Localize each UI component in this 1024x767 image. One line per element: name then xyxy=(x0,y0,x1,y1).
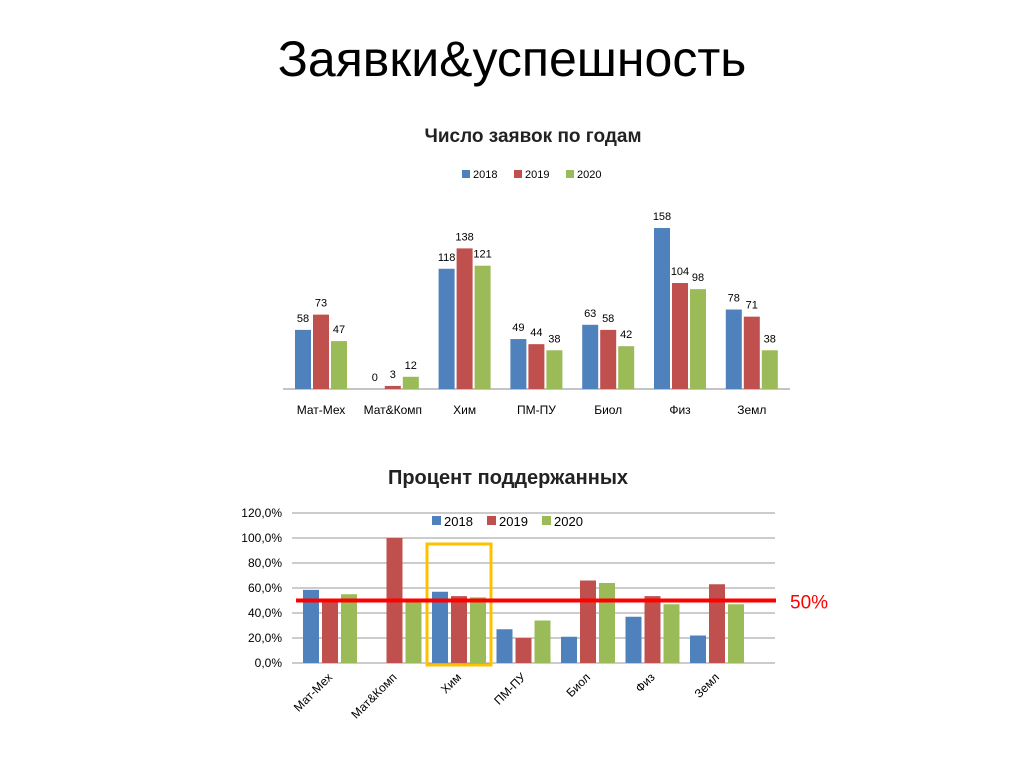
bar-2020 xyxy=(761,350,778,389)
y-tick-label: 120,0% xyxy=(241,506,282,520)
data-label: 47 xyxy=(333,324,345,336)
legend-label-2018: 2018 xyxy=(444,514,473,529)
data-label: 78 xyxy=(728,293,740,305)
bar-2018 xyxy=(432,591,448,663)
bar-2018 xyxy=(496,629,513,663)
category-label: Биол xyxy=(594,403,622,417)
bar-2018 xyxy=(625,616,642,663)
slide-title: Заявки&успешность xyxy=(277,31,747,87)
y-tick-label: 60,0% xyxy=(248,581,282,595)
threshold-label: 50% xyxy=(790,593,828,614)
data-label: 12 xyxy=(405,360,417,372)
category-label: Физ xyxy=(669,403,691,417)
bar-2018 xyxy=(295,329,311,389)
data-label: 63 xyxy=(584,308,596,320)
bar-2020 xyxy=(341,594,357,663)
bar-2020 xyxy=(331,341,347,389)
data-label: 44 xyxy=(530,327,542,339)
category-label: Мат&Комп xyxy=(364,403,422,417)
y-tick-label: 20,0% xyxy=(248,631,282,645)
bar-2020 xyxy=(546,350,563,389)
category-label: Физ xyxy=(633,670,658,695)
data-label: 138 xyxy=(455,231,473,243)
data-label: 121 xyxy=(473,249,491,261)
category-label: Хим xyxy=(438,670,464,696)
bar-2018 xyxy=(654,228,670,389)
data-label: 38 xyxy=(764,333,776,345)
legend-swatch-2020 xyxy=(566,170,574,178)
bar-2019 xyxy=(384,385,401,389)
category-label: Земл xyxy=(692,670,723,701)
bar-2019 xyxy=(515,638,532,663)
legend-swatch-2018 xyxy=(462,170,470,178)
bar-2020 xyxy=(599,583,615,663)
bar-2020 xyxy=(470,597,486,663)
category-label: Мат-Мех xyxy=(291,670,335,714)
data-label: 42 xyxy=(620,329,632,341)
bar-2019 xyxy=(644,596,661,663)
bar-2020 xyxy=(690,289,706,389)
bar-2020 xyxy=(405,600,422,663)
data-label: 58 xyxy=(297,313,309,325)
y-tick-label: 80,0% xyxy=(248,556,282,570)
data-label: 104 xyxy=(671,266,689,278)
bar-2019 xyxy=(322,600,338,663)
data-label: 73 xyxy=(315,298,327,310)
bar-2019 xyxy=(451,596,467,663)
category-label: ПМ-ПУ xyxy=(517,403,556,417)
chart1-title: Число заявок по годам xyxy=(424,126,641,147)
data-label: 118 xyxy=(438,252,456,264)
bar-2019 xyxy=(580,580,596,663)
legend-label-2019: 2019 xyxy=(525,169,549,181)
category-label: Биол xyxy=(563,670,593,700)
legend-label-2020: 2020 xyxy=(577,169,601,181)
bar-2020 xyxy=(728,604,744,663)
data-label: 0 xyxy=(372,372,378,384)
bar-2019 xyxy=(456,248,473,389)
bar-2019 xyxy=(743,316,760,389)
bar-2020 xyxy=(663,604,680,663)
data-label: 38 xyxy=(548,333,560,345)
bar-2020 xyxy=(402,376,419,389)
data-label: 98 xyxy=(692,272,704,284)
data-label: 3 xyxy=(390,369,396,381)
data-label: 71 xyxy=(746,300,758,312)
chart2-title: Процент поддержанных xyxy=(388,467,628,489)
category-label: Мат&Комп xyxy=(348,670,399,721)
bar-2020 xyxy=(474,265,491,389)
bar-2018 xyxy=(303,589,319,663)
bar-2020 xyxy=(618,346,635,389)
y-tick-label: 0,0% xyxy=(255,656,283,670)
category-label: ПМ-ПУ xyxy=(491,670,529,708)
bar-2018 xyxy=(582,324,599,389)
bar-2018 xyxy=(725,309,742,389)
legend-label-2020: 2020 xyxy=(554,514,583,529)
legend-swatch-2018 xyxy=(432,516,441,525)
category-label: Земл xyxy=(737,403,766,417)
category-label: Хим xyxy=(453,403,476,417)
legend-label-2019: 2019 xyxy=(499,514,528,529)
data-label: 158 xyxy=(653,211,671,223)
legend-label-2018: 2018 xyxy=(473,169,497,181)
bar-2019 xyxy=(313,314,329,389)
bar-2019 xyxy=(709,584,725,663)
bar-2018 xyxy=(438,268,455,389)
legend-swatch-2020 xyxy=(542,516,551,525)
bar-2020 xyxy=(534,620,551,663)
bar-2019 xyxy=(528,344,545,389)
y-tick-label: 40,0% xyxy=(248,606,282,620)
category-label: Мат-Мех xyxy=(297,403,346,417)
bar-2018 xyxy=(510,339,527,389)
data-label: 49 xyxy=(512,322,524,334)
bar-2019 xyxy=(600,329,617,389)
legend-swatch-2019 xyxy=(487,516,496,525)
bar-2018 xyxy=(690,635,706,663)
data-label: 58 xyxy=(602,313,614,325)
highlight-box xyxy=(425,542,493,667)
legend-swatch-2019 xyxy=(514,170,522,178)
bar-2018 xyxy=(561,636,577,663)
bar-2019 xyxy=(672,283,688,389)
y-tick-label: 100,0% xyxy=(241,531,282,545)
